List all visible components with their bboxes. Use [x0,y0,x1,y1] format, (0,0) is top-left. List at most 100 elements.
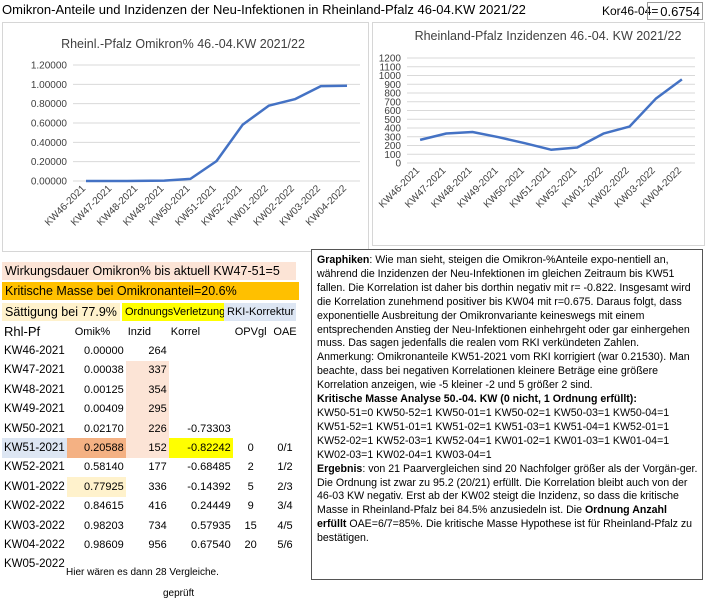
data-table: Rhl-Pf Omik% Inzid Korrel OPVgl OAE KW46… [2,322,302,574]
y-tick-label: 0.40000 [31,138,68,149]
table-row[interactable]: KW50-2021 0.02170 226 -0.73303 [2,418,302,439]
cell-inzid: 295 [125,399,169,419]
cell-omik: 0.00038 [83,364,124,377]
cell-week: KW01-2022 [4,480,65,493]
y-tick-label: 1200 [379,54,402,65]
cell-oae: 2/3 [277,480,293,493]
table-row[interactable]: KW05-2022 [2,555,302,574]
cell-inzid: 152 [125,438,169,458]
y-tick-label: 1100 [379,62,401,73]
pairs-line-2: KW51-52=1 KW51-01=1 KW51-02=1 KW51-03=1 … [317,420,670,433]
cell-opvgl [233,380,269,399]
cell-opvgl [233,555,269,574]
table-row[interactable]: KW47-2021 0.00038 337 [2,360,302,381]
table-row[interactable]: KW01-2022 0.77925 336 -0.14392 5 2/3 [2,477,302,497]
cell-omik-saettigung: 0.77925 [66,477,126,497]
vergleiche-note: Hier wären es dann 28 Vergleiche. [66,567,219,578]
cell-inzid: 354 [125,380,169,400]
cell-opvgl [233,361,269,380]
graphiken-paragraph: Graphiken: Wie man sieht, steigen die Om… [317,254,698,393]
inzidenz-chart-svg: Rheinland-Pfalz Inzidenzen 46.-04. KW 20… [377,29,695,210]
cell-omik: 0.98609 [83,538,124,551]
korrelation-value-cell[interactable]: 0.6754 [647,2,703,20]
omikron-chart[interactable]: Rheinl.-Pfalz Omikron% 46.-04.KW 2021/22… [2,22,369,252]
header-oae: OAE [273,325,297,338]
y-tick-label: 0.80000 [31,99,68,110]
cell-week: KW05-2022 [4,558,65,571]
inzidenz-chart[interactable]: Rheinland-Pfalz Inzidenzen 46.-04. KW 20… [372,22,705,246]
cell-week: KW48-2021 [4,383,65,396]
cell-omik: 0.84615 [83,500,124,513]
y-tick-label: 100 [384,150,401,161]
rki-korrektur-legend: RKI-Korrektur [224,303,296,321]
cell-oae [269,361,302,380]
ergebnis-text: : von 21 Paarvergleichen sind 20 Nachfol… [317,462,698,517]
ergebnis-tail: OAE=6/7=85%. Die kritische Masse Hypothe… [317,518,693,545]
cell-oae [269,341,302,360]
analyse-heading: Kritische Masse Analyse 50.-04. KW (0 ni… [317,393,637,406]
y-tick-label: 1000 [379,71,402,82]
cell-oae [269,419,302,438]
cell-oae: 5/6 [277,538,293,551]
y-tick-label: 500 [384,115,401,126]
cell-opvgl [233,419,269,438]
graphiken-text: : Wie man sieht, steigen die Omikron-%An… [317,254,691,392]
cell-inzid: 264 [148,345,167,358]
cell-inzid: 226 [125,418,169,439]
cell-omik: 0.02170 [83,422,124,435]
y-tick-label: 700 [384,97,401,108]
cell-oae: 3/4 [277,500,293,513]
cell-korrel [169,361,233,380]
y-tick-label: 600 [384,106,401,117]
cell-omik: 0.00409 [83,403,124,416]
cell-week: KW49-2021 [4,403,65,416]
cell-omik: 0.00125 [83,383,124,396]
cell-week: KW46-2021 [4,345,65,358]
y-tick-label: 400 [384,124,401,135]
pairs-line-1: KW50-51=0 KW50-52=1 KW50-01=1 KW50-02=1 … [317,406,670,419]
cell-omik: 0.98203 [83,519,124,532]
cell-opvgl: 20 [244,538,257,551]
cell-week: KW51-2021 [2,438,67,458]
y-tick-label: 0 [395,159,401,170]
cell-week: KW03-2022 [4,519,65,532]
cell-opvgl: 9 [247,500,254,513]
y-tick-label: 900 [384,80,401,91]
table-header-row: Rhl-Pf Omik% Inzid Korrel OPVgl OAE [2,322,302,341]
omikron-chart-svg: Rheinl.-Pfalz Omikron% 46.-04.KW 2021/22… [31,37,360,228]
cell-inzid: 336 [148,480,167,493]
ordnungsverletzung-legend: OrdnungsVerletzung [122,303,225,321]
cell-inzid: 177 [148,461,167,474]
omikron-series-line [86,84,348,183]
cell-korrel [169,400,233,419]
table-row[interactable]: KW48-2021 0.00125 354 [2,380,302,400]
cell-opvgl: 5 [247,480,254,493]
analysis-textbox[interactable]: Graphiken: Wie man sieht, steigen die Om… [311,249,703,580]
y-tick-label: 800 [384,89,401,100]
cell-week: KW50-2021 [4,422,65,435]
table-row[interactable]: KW02-2022 0.84615 416 0.24449 9 3/4 [2,497,302,516]
table-row[interactable]: KW49-2021 0.00409 295 [2,399,302,419]
ergebnis-label: Ergebnis [317,462,363,475]
cell-opvgl: 0 [247,442,254,455]
cell-week: KW02-2022 [4,500,65,513]
cell-week: KW52-2021 [4,461,65,474]
inzidenz-series-line [419,78,683,151]
chart-title: Rheinl.-Pfalz Omikron% 46.-04.KW 2021/22 [61,37,305,51]
header-opvgl: OPVgl [234,325,267,338]
cell-korrel: 0.57935 [190,519,231,532]
table-row[interactable]: KW52-2021 0.58140 177 -0.68485 2 1/2 [2,458,302,477]
cell-opvgl: 2 [247,461,254,474]
cell-omik-kritisch: 0.20588 [66,438,126,458]
table-row[interactable]: KW03-2022 0.98203 734 0.57935 15 4/5 [2,516,302,535]
wirkungsdauer-band: Wirkungsdauer Omikron% bis aktuell KW47-… [2,262,296,280]
cell-opvgl: 15 [244,519,257,532]
table-row[interactable]: KW04-2022 0.98609 956 0.67540 20 5/6 [2,535,302,554]
cell-inzid: 416 [148,500,167,513]
y-tick-label: 0.20000 [31,157,68,168]
table-row[interactable]: KW46-2021 0.00000 264 [2,341,302,360]
pairs-line-3: KW52-02=1 KW52-03=1 KW52-04=1 KW01-02=1 … [317,434,670,447]
table-row-kw51[interactable]: KW51-2021 0.20588 152 -0.82242 0 0/1 [2,438,302,458]
cell-oae [269,400,302,419]
cell-oae: 4/5 [277,519,293,532]
